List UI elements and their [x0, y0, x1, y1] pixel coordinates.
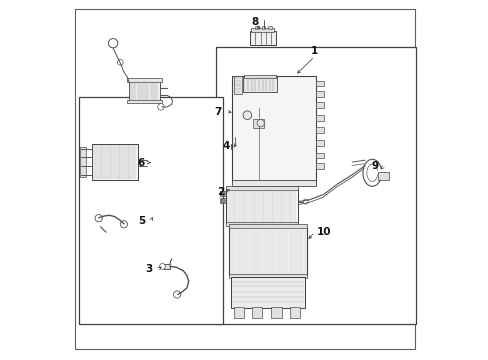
Text: 2: 2 — [217, 186, 224, 197]
Bar — [315, 76, 337, 182]
Circle shape — [95, 215, 102, 222]
Text: 8: 8 — [250, 17, 258, 27]
Bar — [251, 307, 261, 318]
Bar — [229, 227, 306, 275]
Bar — [233, 307, 244, 318]
Bar — [129, 81, 160, 101]
Bar — [230, 144, 240, 149]
Bar — [315, 81, 323, 86]
Text: 5: 5 — [138, 216, 145, 226]
Bar — [255, 26, 258, 29]
Bar — [315, 140, 323, 146]
Bar — [289, 307, 299, 318]
Bar — [91, 144, 138, 180]
Bar — [231, 180, 316, 186]
Circle shape — [120, 221, 127, 228]
Text: 3: 3 — [145, 264, 152, 274]
Text: 1: 1 — [310, 46, 318, 56]
Bar — [315, 163, 323, 169]
Bar — [231, 76, 316, 182]
Circle shape — [108, 39, 118, 48]
Bar — [315, 102, 323, 108]
Bar — [251, 28, 274, 32]
Bar — [315, 127, 323, 133]
Bar — [315, 153, 323, 158]
Bar — [242, 77, 276, 92]
Bar — [230, 277, 305, 308]
Bar — [127, 78, 162, 82]
Circle shape — [257, 120, 264, 127]
Bar — [268, 26, 271, 29]
Bar — [127, 100, 162, 103]
Bar — [244, 75, 276, 78]
Bar — [315, 91, 323, 97]
Text: 6: 6 — [137, 158, 144, 168]
Bar — [271, 307, 281, 318]
Bar — [229, 274, 306, 278]
Bar — [233, 76, 241, 94]
Bar — [261, 26, 265, 29]
Bar — [315, 115, 323, 121]
Bar — [163, 264, 170, 269]
Circle shape — [243, 111, 251, 120]
Bar — [220, 198, 226, 203]
Bar — [378, 172, 388, 180]
Bar — [79, 97, 223, 324]
Bar — [226, 222, 298, 226]
Bar — [253, 119, 264, 128]
Circle shape — [173, 291, 181, 298]
Circle shape — [159, 264, 165, 269]
Text: 10: 10 — [316, 227, 330, 237]
Bar — [215, 47, 415, 324]
Circle shape — [221, 192, 225, 196]
Bar — [226, 186, 298, 190]
Circle shape — [303, 199, 307, 204]
Circle shape — [158, 104, 164, 110]
Text: 4: 4 — [222, 141, 229, 151]
Bar — [249, 31, 275, 45]
Bar — [226, 189, 298, 223]
Text: 7: 7 — [213, 107, 221, 117]
Bar — [80, 147, 86, 177]
Circle shape — [117, 59, 123, 65]
Circle shape — [221, 199, 225, 203]
Bar — [220, 191, 226, 196]
Bar — [231, 149, 239, 154]
Text: 9: 9 — [370, 161, 378, 171]
Bar — [229, 224, 306, 228]
